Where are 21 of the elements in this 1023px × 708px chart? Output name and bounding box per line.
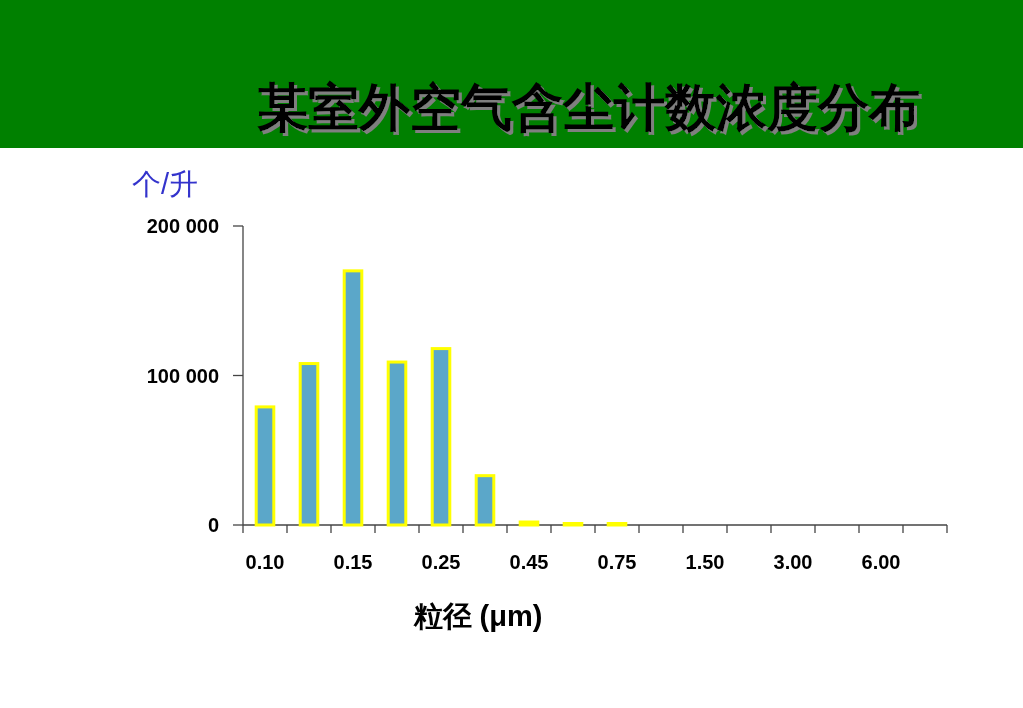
x-tick-label: 1.50 bbox=[685, 551, 725, 573]
x-tick-label: 0.75 bbox=[597, 551, 637, 573]
chart-title: 某室外空气含尘计数浓度分布 bbox=[256, 79, 920, 136]
y-tick-label: 100 000 bbox=[146, 364, 219, 387]
y-axis-title: 个/升 bbox=[132, 168, 199, 200]
x-tick-label: 0.25 bbox=[421, 551, 461, 573]
bar bbox=[342, 269, 364, 527]
bar bbox=[430, 347, 452, 527]
y-tick-label: 200 000 bbox=[146, 215, 219, 237]
x-tick-label: 0.45 bbox=[509, 551, 549, 573]
bar bbox=[254, 405, 276, 527]
x-tick-label: 3.00 bbox=[773, 551, 813, 573]
x-axis-title: 粒径 (μm) bbox=[412, 600, 543, 632]
bar bbox=[298, 362, 320, 527]
bar bbox=[518, 520, 540, 527]
x-tick-label: 0.10 bbox=[245, 551, 285, 573]
y-tick-label: 0 bbox=[207, 514, 219, 536]
bar bbox=[386, 360, 408, 527]
x-tick-label: 6.00 bbox=[861, 551, 901, 573]
x-tick-label: 0.15 bbox=[333, 551, 373, 573]
bar bbox=[474, 474, 496, 527]
